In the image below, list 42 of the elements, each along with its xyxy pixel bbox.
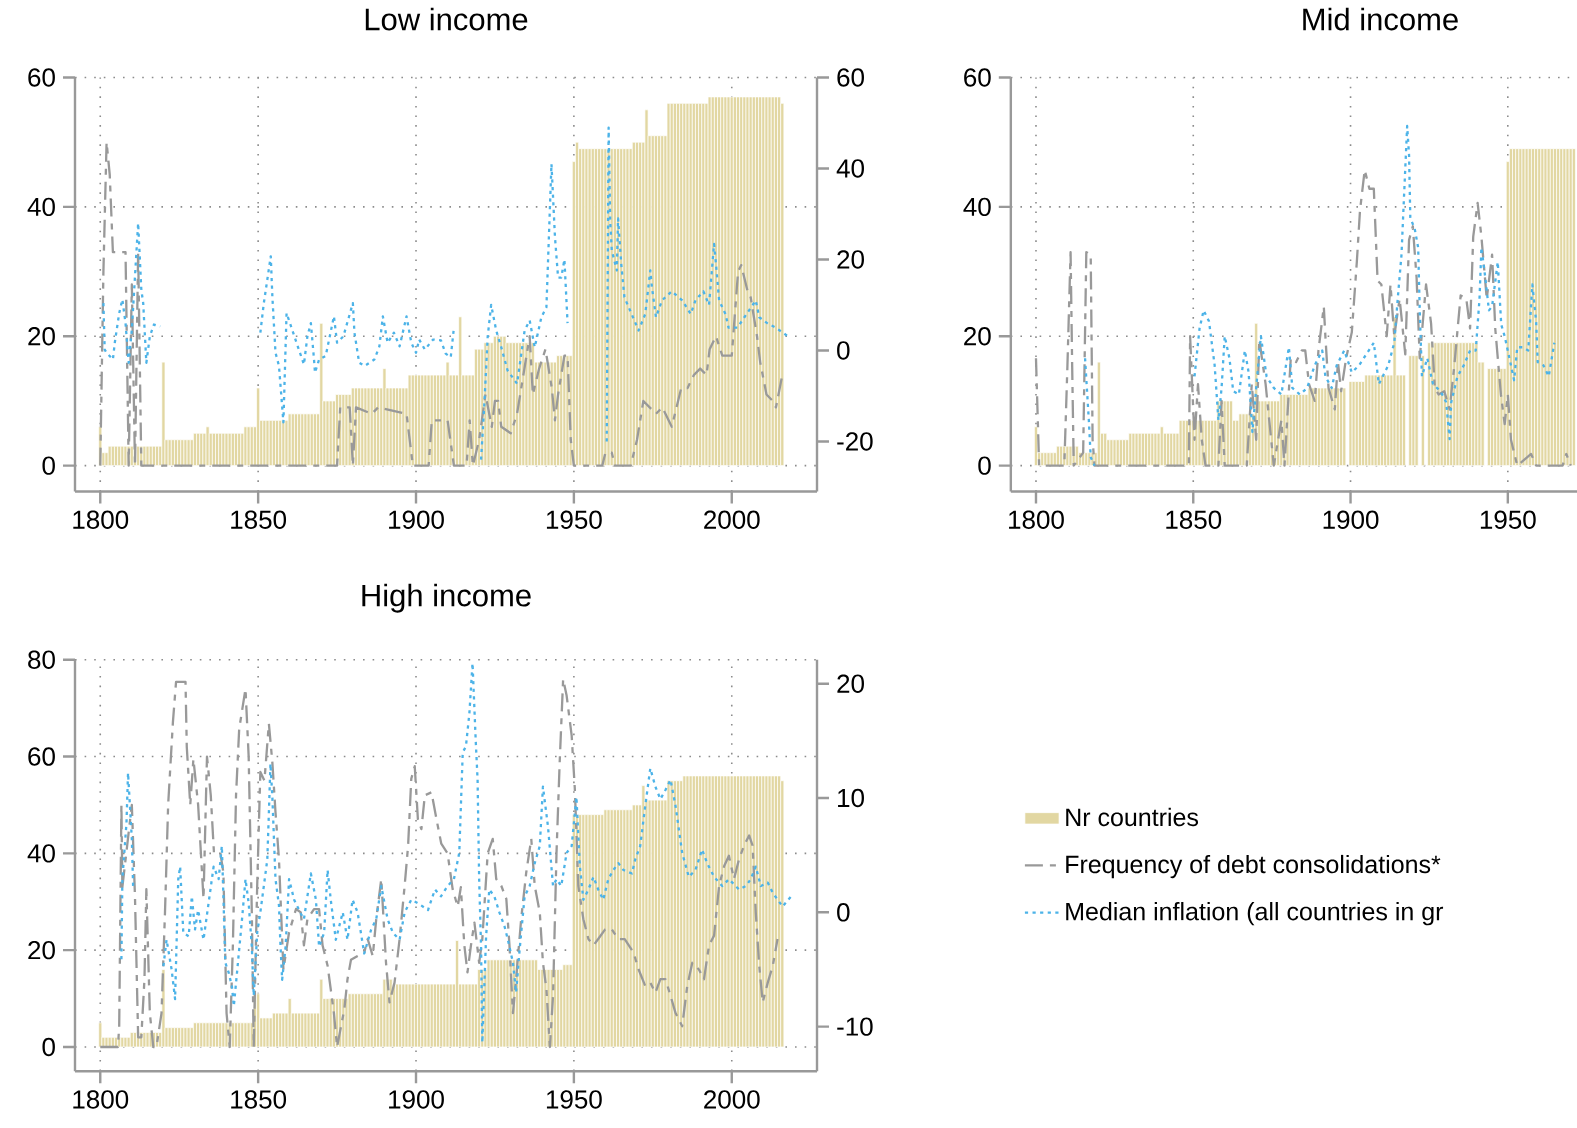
x-tick-label: 1800 bbox=[73, 510, 129, 529]
y-tick-label: 40 bbox=[27, 197, 55, 217]
y2-tick-label: 0 bbox=[837, 903, 850, 922]
x-tick-label: 1900 bbox=[389, 510, 444, 529]
y2-tick-label: -10 bbox=[837, 1017, 873, 1036]
y-tick-label: 40 bbox=[27, 844, 55, 863]
legend-label: Median inflation (all countries in gr bbox=[1066, 902, 1444, 926]
x-tick-label: 1950 bbox=[1480, 510, 1536, 529]
y2-tick-label: 40 bbox=[836, 159, 864, 178]
x-tick-label: 1800 bbox=[73, 1090, 129, 1109]
x-tick-label: 1900 bbox=[1323, 510, 1379, 529]
chart-title: High income bbox=[362, 583, 531, 613]
x-tick-label: 1850 bbox=[231, 510, 287, 529]
x-tick-label: 2000 bbox=[704, 510, 760, 529]
y-tick-label: 20 bbox=[28, 940, 55, 960]
y2-tick-label: 20 bbox=[837, 250, 864, 269]
chart-title: Mid income bbox=[1303, 7, 1458, 31]
y-tick-label: 60 bbox=[28, 68, 55, 87]
legend-label: Frequency of debt consolidations* bbox=[1066, 854, 1441, 879]
y-tick-label: 80 bbox=[28, 650, 55, 669]
x-tick-label: 1900 bbox=[389, 1090, 444, 1109]
legend-label: Nr countries bbox=[1066, 807, 1199, 827]
y-tick-label: 20 bbox=[964, 327, 991, 346]
y2-tick-label: -20 bbox=[837, 432, 873, 451]
x-tick-label: 1800 bbox=[1009, 510, 1064, 529]
y-tick-label: 0 bbox=[978, 456, 991, 475]
y2-tick-label: 60 bbox=[837, 68, 864, 87]
chart-title: Low income bbox=[365, 7, 528, 31]
x-tick-label: 1850 bbox=[231, 1090, 287, 1109]
y-tick-label: 20 bbox=[28, 327, 55, 346]
x-tick-label: 1950 bbox=[546, 1090, 602, 1109]
y-tick-label: 60 bbox=[28, 747, 55, 766]
x-tick-label: 1850 bbox=[1166, 510, 1222, 529]
y-tick-label: 60 bbox=[964, 68, 991, 87]
x-tick-label: 2000 bbox=[704, 1090, 760, 1109]
y2-tick-label: 20 bbox=[837, 674, 864, 693]
y-tick-label: 40 bbox=[963, 197, 991, 217]
y2-tick-label: 0 bbox=[837, 341, 850, 360]
y2-tick-label: 10 bbox=[838, 788, 864, 808]
x-tick-label: 1950 bbox=[546, 510, 602, 529]
y-tick-label: 0 bbox=[42, 456, 55, 475]
y-tick-label: 0 bbox=[42, 1037, 55, 1057]
